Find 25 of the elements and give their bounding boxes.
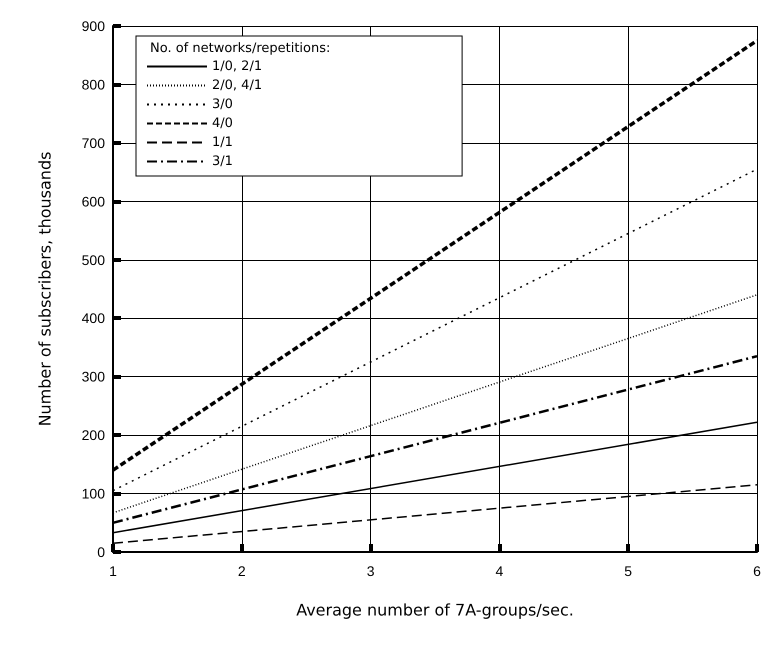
y-tick-label: 900 [82,18,106,34]
y-tick-label: 300 [82,368,106,385]
x-tick-label: 1 [109,563,118,579]
y-tick-label: 600 [82,193,106,210]
x-tick-label: 2 [238,563,246,579]
y-tick-label: 200 [82,427,106,444]
y-tick-label: 400 [82,310,106,326]
y-tick-label: 500 [82,252,106,268]
y-axis-title: Number of subscribers, thousands [36,152,54,426]
y-tick-label: 700 [82,134,106,151]
legend-label: 3/1 [212,154,233,169]
legend-label: 2/0, 4/1 [212,78,262,93]
y-tick-label: 800 [82,76,106,92]
x-tick-label: 4 [496,563,504,579]
y-tick-label: 0 [97,544,106,560]
legend-title: No. of networks/repetitions: [150,41,330,56]
x-tick-label: 3 [366,563,375,579]
legend-label: 3/0 [212,97,233,112]
y-tick-label: 100 [82,486,106,502]
legend-label: 1/0, 2/1 [212,59,262,74]
legend-label: 4/0 [212,116,233,131]
x-tick-label: 5 [624,563,632,579]
legend-label: 1/1 [212,135,233,150]
x-axis-title: Average number of 7A-groups/sec. [296,600,574,620]
x-tick-label: 6 [753,563,762,579]
